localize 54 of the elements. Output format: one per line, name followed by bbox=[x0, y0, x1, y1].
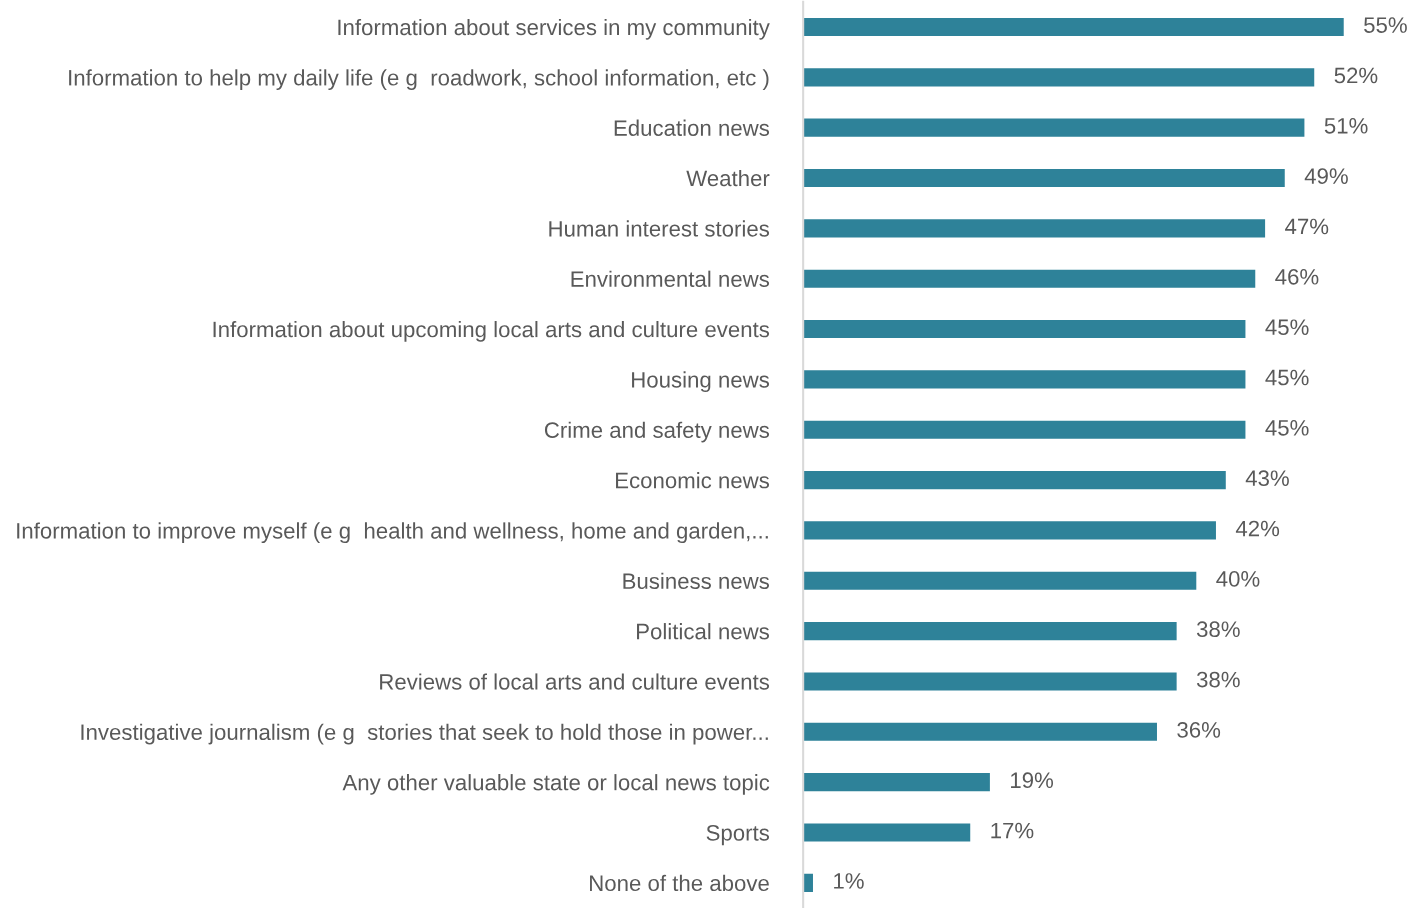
y-tick-label: Information to improve myself (e g health and wellness, home and garden,... bbox=[17, 522, 768, 544]
bar bbox=[803, 168, 1285, 188]
bar bbox=[803, 219, 1266, 238]
bar bbox=[803, 319, 1246, 339]
y-tick-label: Political news bbox=[637, 623, 770, 640]
y-tick-label: Sports bbox=[706, 825, 770, 846]
y-tick-label: Information about services in my community bbox=[338, 18, 770, 40]
data-label: 38% bbox=[1196, 671, 1240, 688]
bar bbox=[803, 269, 1256, 288]
bar bbox=[803, 17, 1344, 37]
bar bbox=[803, 722, 1157, 741]
y-tick-label: Crime and safety news bbox=[544, 421, 770, 443]
bar bbox=[803, 68, 1315, 87]
y-tick-label: Education news bbox=[614, 119, 770, 136]
data-label: 49% bbox=[1304, 168, 1348, 184]
y-tick-label: Weather bbox=[686, 169, 770, 187]
data-label: 17% bbox=[991, 822, 1034, 839]
bar bbox=[803, 370, 1246, 389]
y-tick-label: Housing news bbox=[632, 371, 770, 393]
y-tick-label: None of the above bbox=[590, 874, 769, 892]
bar bbox=[803, 823, 971, 842]
data-label: 36% bbox=[1177, 722, 1221, 738]
data-label: 45% bbox=[1265, 369, 1309, 386]
bar bbox=[803, 873, 813, 892]
y-tick-label: Any other valuable state or local news topic bbox=[342, 774, 770, 795]
data-label: 52% bbox=[1334, 67, 1378, 84]
data-label: 55% bbox=[1364, 17, 1407, 33]
data-label: 42% bbox=[1235, 520, 1280, 537]
data-label: 1% bbox=[834, 873, 864, 889]
y-tick-label: Environmental news bbox=[571, 270, 770, 287]
data-label: 51% bbox=[1324, 118, 1368, 134]
bar bbox=[803, 773, 990, 792]
bar bbox=[803, 622, 1177, 641]
data-label: 45% bbox=[1265, 420, 1309, 436]
bar bbox=[803, 118, 1305, 137]
y-tick-label: Economic news bbox=[616, 472, 770, 489]
data-label: 47% bbox=[1285, 218, 1329, 235]
data-label: 43% bbox=[1245, 470, 1289, 487]
data-label: 46% bbox=[1275, 268, 1319, 285]
y-tick-label: Business news bbox=[623, 572, 770, 590]
data-label: 38% bbox=[1196, 621, 1240, 638]
data-label: 40% bbox=[1216, 571, 1260, 587]
y-tick-label: Information about upcoming local arts and culture events bbox=[213, 321, 770, 342]
data-label: 19% bbox=[1011, 772, 1054, 789]
y-tick-label: Investigative journalism (e g stories that seek to hold those in power... bbox=[81, 723, 768, 745]
bar bbox=[803, 571, 1197, 590]
y-tick-label: Human interest stories bbox=[549, 220, 770, 237]
bar bbox=[803, 672, 1177, 691]
bar bbox=[803, 471, 1226, 490]
y-tick-label: Information to help my daily life (e g roadwork, school information, etc ) bbox=[69, 69, 769, 90]
y-tick-label: Reviews of local arts and culture events bbox=[380, 673, 770, 690]
data-label: 45% bbox=[1265, 319, 1309, 336]
bar bbox=[803, 420, 1246, 439]
bar bbox=[803, 521, 1216, 540]
